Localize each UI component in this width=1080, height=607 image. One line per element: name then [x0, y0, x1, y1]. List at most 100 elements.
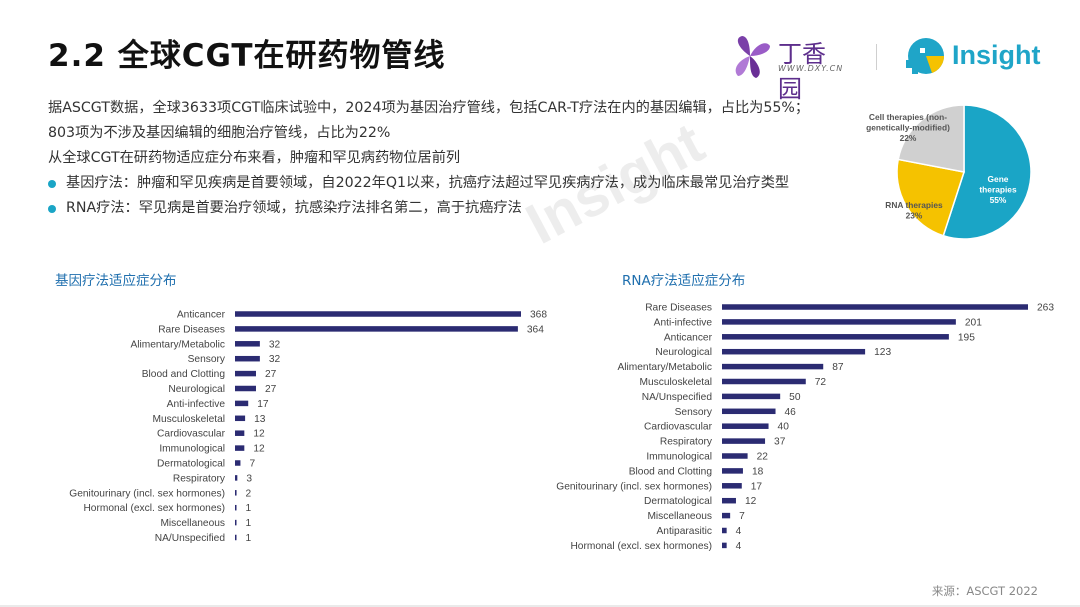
value-label-anticancer: 368 — [530, 310, 547, 321]
bottom-rule — [0, 605, 1080, 607]
bar-genitourinary-incl-sex-hormones — [235, 490, 237, 496]
bar-sensory — [722, 408, 776, 415]
bullet-gene: 基因疗法：肿瘤和罕见疾病是首要领域，自2022年Q1以来，抗癌疗法超过罕见疾病疗… — [48, 171, 838, 196]
category-label-rare-diseases: Rare Diseases — [645, 303, 712, 314]
intro-text: 据ASCGT数据，全球3633项CGT临床试验中，2024项为基因治疗管线，包括… — [48, 96, 838, 221]
bar-cardiovascular — [722, 423, 769, 429]
category-label-miscellaneous: Miscellaneous — [160, 518, 225, 529]
category-label-dermatological: Dermatological — [157, 459, 225, 470]
category-label-anti-infective: Anti-infective — [654, 317, 713, 328]
intro-line-1: 据ASCGT数据，全球3633项CGT临床试验中，2024项为基因治疗管线，包括… — [48, 100, 810, 116]
rna-therapy-bar-chart: Rare Diseases 263 Anti-infective 201 Antican… — [556, 303, 1054, 552]
value-label-blood-and-clotting: 18 — [752, 466, 764, 477]
bullet-dot-icon — [48, 180, 56, 188]
category-label-sensory: Sensory — [675, 407, 713, 418]
bar-neurological — [235, 385, 256, 392]
gene-therapy-bar-chart: Anticancer 368 Rare Diseases 364 Alimentary/… — [69, 310, 547, 545]
category-label-hormonal-excl-sex-hormones: Hormonal (excl. sex hormones) — [570, 541, 712, 552]
bullet-rna: RNA疗法：罕见病是首要治疗领域，抗感染疗法排名第二，高于抗癌疗法 — [48, 196, 838, 221]
bar-antiparasitic — [722, 527, 727, 534]
category-label-musculoskeletal: Musculoskeletal — [640, 377, 712, 388]
intro-line-3: 从全球CGT在研药物适应症分布来看，肿瘤和罕见病药物位居前列 — [48, 150, 461, 166]
dxy-url: WWW.DXY.CN — [778, 64, 844, 73]
page-title: 2.2 全球CGT在研药物管线 — [48, 38, 446, 74]
dxy-flower-icon — [735, 36, 770, 78]
dxy-name: 丁香园 — [778, 40, 826, 103]
bar-dermatological — [722, 497, 736, 504]
bar-respiratory — [722, 438, 766, 444]
category-label-alimentary-metabolic: Alimentary/Metabolic — [130, 339, 225, 350]
pipeline-pie-chart: Gene therapies 55% RNA therapies 23% Cell the… — [866, 104, 1032, 240]
category-label-anticancer: Anticancer — [664, 332, 713, 343]
category-label-immunological: Immunological — [159, 444, 225, 455]
bar-genitourinary-incl-sex-hormones — [722, 483, 742, 489]
category-label-respiratory: Respiratory — [660, 437, 713, 448]
bar-miscellaneous — [235, 519, 237, 526]
bar-neurological — [722, 348, 866, 355]
value-label-sensory: 46 — [785, 407, 797, 418]
category-label-immunological: Immunological — [646, 452, 712, 463]
category-label-neurological: Neurological — [655, 347, 712, 358]
category-label-sensory: Sensory — [188, 354, 226, 365]
pie-label-gene-therapies: Gene therapies 55% — [979, 174, 1017, 205]
pie-label-rna-therapies: RNA therapies 23% — [885, 200, 943, 221]
value-label-cardiovascular: 12 — [253, 429, 265, 440]
pie-label-cell-therapies-non-genetically-modified: Cell therapies (non-genetically-modified… — [866, 112, 950, 143]
bar-anti-infective — [235, 400, 249, 407]
bullet-rna-text: RNA疗法：罕见病是首要治疗领域，抗感染疗法排名第二，高于抗癌疗法 — [66, 200, 522, 216]
value-label-rare-diseases: 263 — [1037, 303, 1054, 314]
value-label-antiparasitic: 4 — [736, 526, 742, 537]
bar-rare-diseases — [722, 304, 1028, 310]
value-label-musculoskeletal: 72 — [815, 377, 827, 388]
category-label-anti-infective: Anti-infective — [167, 399, 226, 410]
pie-slice-cell-therapies-non-genetically-modified — [897, 104, 965, 173]
bar-na-unspecified — [722, 393, 781, 400]
insight-logo: Insight — [902, 36, 1052, 80]
category-label-anticancer: Anticancer — [177, 310, 226, 321]
value-label-dermatological: 12 — [745, 496, 757, 507]
bar-dermatological — [235, 460, 241, 466]
bar-immunological — [722, 453, 748, 459]
category-label-na-unspecified: NA/Unspecified — [642, 392, 713, 403]
category-label-antiparasitic: Antiparasitic — [657, 526, 713, 537]
category-label-rare-diseases: Rare Diseases — [158, 324, 225, 335]
bar-respiratory — [235, 475, 238, 481]
bar-na-unspecified — [235, 534, 237, 541]
value-label-alimentary-metabolic: 87 — [832, 362, 844, 373]
value-label-na-unspecified: 50 — [789, 392, 801, 403]
category-label-blood-and-clotting: Blood and Clotting — [629, 466, 713, 477]
bar-hormonal-excl-sex-hormones — [722, 542, 727, 549]
value-label-cardiovascular: 40 — [778, 422, 790, 433]
category-label-cardiovascular: Cardiovascular — [644, 422, 713, 433]
category-label-cardiovascular: Cardiovascular — [157, 429, 226, 440]
value-label-musculoskeletal: 13 — [254, 414, 266, 425]
value-label-genitourinary-incl-sex-hormones: 2 — [246, 488, 252, 499]
value-label-sensory: 32 — [269, 354, 281, 365]
bullet-dot-icon — [48, 205, 56, 213]
value-label-alimentary-metabolic: 32 — [269, 339, 281, 350]
bar-miscellaneous — [722, 512, 731, 519]
category-label-alimentary-metabolic: Alimentary/Metabolic — [617, 362, 712, 373]
bar-anticancer — [235, 311, 521, 317]
value-label-na-unspecified: 1 — [246, 533, 252, 544]
bar-rare-diseases — [235, 326, 518, 332]
bar-anticancer — [722, 334, 949, 340]
category-label-neurological: Neurological — [168, 384, 225, 395]
value-label-anticancer: 195 — [958, 332, 975, 343]
value-label-anti-infective: 17 — [257, 399, 269, 410]
category-label-genitourinary-incl-sex-hormones: Genitourinary (incl. sex hormones) — [69, 488, 225, 499]
bar-alimentary-metabolic — [722, 363, 824, 370]
value-label-hormonal-excl-sex-hormones: 1 — [246, 503, 252, 514]
bar-cardiovascular — [235, 430, 245, 436]
value-label-immunological: 12 — [253, 444, 265, 455]
bar-musculoskeletal — [235, 415, 246, 422]
value-label-respiratory: 3 — [246, 473, 252, 484]
category-label-dermatological: Dermatological — [644, 496, 712, 507]
insight-mark-icon — [906, 38, 944, 74]
insight-wordmark: Insight — [952, 40, 1041, 70]
value-label-dermatological: 7 — [249, 459, 255, 470]
value-label-neurological: 27 — [265, 384, 277, 395]
pie-slice-gene-therapies — [942, 104, 1032, 240]
intro-line-2: 803项为不涉及基因编辑的细胞治疗管线，占比为22% — [48, 125, 391, 141]
bar-blood-and-clotting — [722, 468, 743, 474]
